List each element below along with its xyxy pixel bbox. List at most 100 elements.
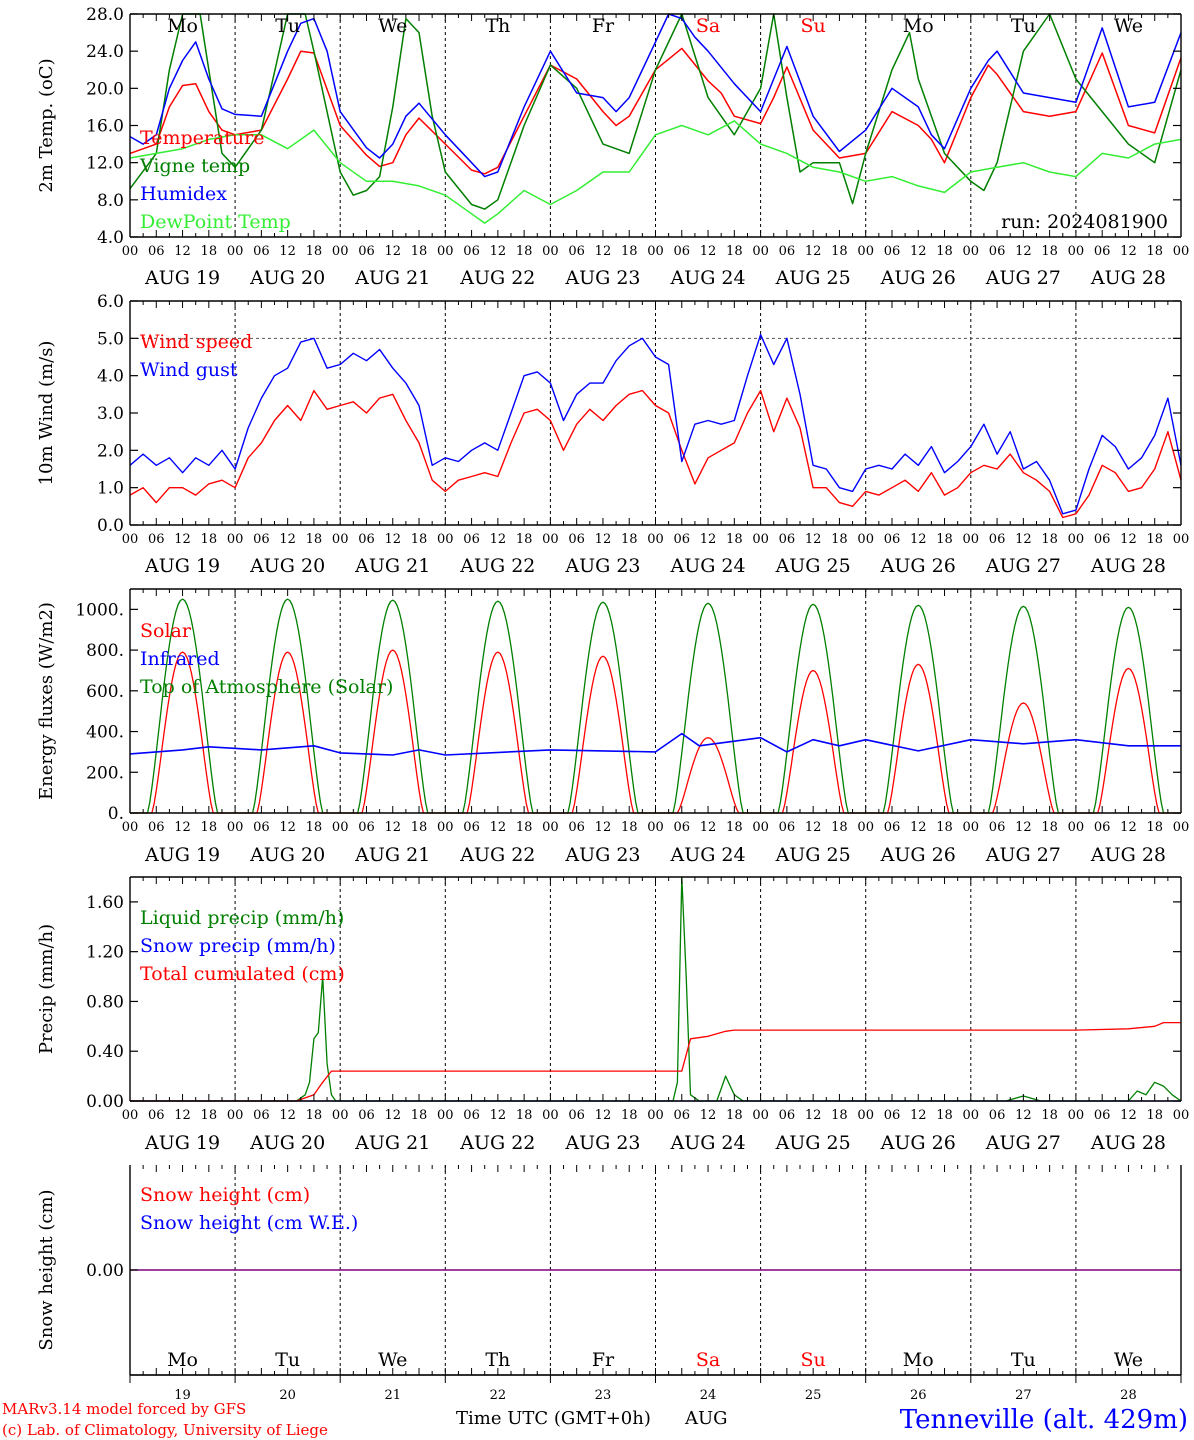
hour-tick-label: 06 bbox=[253, 244, 270, 259]
series-line-wind-speed bbox=[129, 389, 1182, 519]
hour-tick-label: 00 bbox=[227, 1108, 244, 1123]
hour-tick-label: 00 bbox=[542, 1108, 559, 1123]
date-label: AUG 20 bbox=[249, 555, 325, 577]
day-number-label: 26 bbox=[910, 1388, 927, 1403]
hour-tick-label: 06 bbox=[779, 532, 796, 547]
y-tick-label: 4.0 bbox=[97, 367, 124, 387]
date-label: AUG 25 bbox=[775, 844, 851, 866]
hour-tick-label: 06 bbox=[463, 532, 480, 547]
y-tick-label: 1000. bbox=[75, 600, 124, 620]
weekday-label: Su bbox=[801, 15, 826, 37]
legend-wind-speed: Wind speed bbox=[140, 331, 252, 353]
hour-tick-label: 00 bbox=[332, 532, 349, 547]
y-axis-title: Snow height (cm) bbox=[36, 1189, 57, 1350]
hour-tick-label: 00 bbox=[752, 244, 769, 259]
y-tick-label: 0.00 bbox=[86, 1261, 124, 1281]
weekday-label: Sa bbox=[696, 15, 720, 37]
hour-tick-label: 00 bbox=[647, 820, 664, 835]
hour-tick-label: 18 bbox=[831, 1108, 848, 1123]
day-number-label: 27 bbox=[1015, 1388, 1032, 1403]
y-tick-label: 0.0 bbox=[97, 516, 124, 536]
hour-tick-label: 00 bbox=[963, 244, 980, 259]
date-label: AUG 27 bbox=[985, 555, 1061, 577]
hour-tick-label: 12 bbox=[910, 532, 927, 547]
weekday-label: Tu bbox=[1011, 1349, 1036, 1371]
hour-tick-label: 18 bbox=[201, 1108, 218, 1123]
hour-tick-label: 18 bbox=[411, 244, 428, 259]
hour-tick-label: 18 bbox=[936, 244, 953, 259]
hour-tick-label: 06 bbox=[884, 532, 901, 547]
day-number-label: 20 bbox=[279, 1388, 296, 1403]
hour-tick-label: 12 bbox=[1120, 532, 1137, 547]
hour-tick-label: 06 bbox=[568, 1108, 585, 1123]
weekday-label: We bbox=[378, 1349, 407, 1371]
hour-tick-label: 00 bbox=[227, 532, 244, 547]
hour-tick-label: 00 bbox=[332, 820, 349, 835]
hour-tick-label: 00 bbox=[122, 1108, 139, 1123]
date-label: AUG 20 bbox=[249, 844, 325, 866]
weekday-label: Tu bbox=[275, 15, 300, 37]
hour-tick-label: 12 bbox=[174, 820, 191, 835]
month-label: AUG bbox=[684, 1408, 728, 1429]
hour-tick-label: 18 bbox=[201, 532, 218, 547]
hour-tick-label: 12 bbox=[700, 1108, 717, 1123]
day-number-label: 24 bbox=[700, 1388, 717, 1403]
hour-tick-label: 18 bbox=[831, 532, 848, 547]
y-tick-label: 24.0 bbox=[86, 42, 124, 62]
hour-tick-label: 12 bbox=[279, 1108, 296, 1123]
date-label: AUG 19 bbox=[144, 267, 220, 289]
legend-liquid-precip-mm-h: Liquid precip (mm/h) bbox=[140, 907, 344, 929]
hour-tick-label: 18 bbox=[306, 1108, 323, 1123]
hour-tick-label: 06 bbox=[1094, 244, 1111, 259]
y-tick-label: 5.0 bbox=[97, 329, 124, 349]
date-label: AUG 27 bbox=[985, 267, 1061, 289]
hour-tick-label: 00 bbox=[647, 244, 664, 259]
hour-tick-label: 06 bbox=[674, 820, 691, 835]
hour-tick-label: 12 bbox=[1120, 1108, 1137, 1123]
hour-tick-label: 06 bbox=[568, 244, 585, 259]
day-number-label: 21 bbox=[384, 1388, 401, 1403]
hour-tick-label: 00 bbox=[542, 820, 559, 835]
hour-tick-label: 12 bbox=[1015, 1108, 1032, 1123]
y-tick-label: 0.80 bbox=[86, 992, 124, 1012]
day-number-label: 22 bbox=[490, 1388, 507, 1403]
hour-tick-label: 00 bbox=[1173, 244, 1190, 259]
y-axis-title: 2m Temp. (oC) bbox=[36, 58, 57, 192]
hour-tick-label: 00 bbox=[647, 1108, 664, 1123]
date-label: AUG 23 bbox=[564, 555, 640, 577]
hour-tick-label: 00 bbox=[752, 820, 769, 835]
hour-tick-label: 06 bbox=[989, 244, 1006, 259]
date-label: AUG 22 bbox=[459, 555, 535, 577]
hour-tick-label: 00 bbox=[332, 244, 349, 259]
date-label: AUG 26 bbox=[880, 844, 956, 866]
hour-tick-label: 00 bbox=[857, 532, 874, 547]
weekday-label: Mo bbox=[903, 1349, 934, 1371]
series-line-humidex bbox=[129, 13, 1182, 178]
weekday-label: Sa bbox=[696, 1349, 720, 1371]
hour-tick-label: 06 bbox=[358, 244, 375, 259]
hour-tick-label: 18 bbox=[1041, 1108, 1058, 1123]
y-tick-label: 20.0 bbox=[86, 79, 124, 99]
hour-tick-label: 18 bbox=[306, 532, 323, 547]
legend-vigne-temp: Vigne temp bbox=[139, 155, 250, 177]
hour-tick-label: 00 bbox=[647, 532, 664, 547]
y-tick-label: 6.0 bbox=[97, 292, 124, 312]
hour-tick-label: 00 bbox=[963, 1108, 980, 1123]
hour-tick-label: 06 bbox=[884, 1108, 901, 1123]
date-label: AUG 23 bbox=[564, 844, 640, 866]
hour-tick-label: 00 bbox=[1068, 1108, 1085, 1123]
hour-tick-label: 00 bbox=[437, 1108, 454, 1123]
hour-tick-label: 00 bbox=[857, 1108, 874, 1123]
hour-tick-label: 00 bbox=[122, 244, 139, 259]
weekday-label: We bbox=[1114, 1349, 1143, 1371]
hour-tick-label: 18 bbox=[516, 244, 533, 259]
date-label: AUG 28 bbox=[1090, 267, 1166, 289]
hour-tick-label: 18 bbox=[1146, 1108, 1163, 1123]
hour-tick-label: 18 bbox=[1146, 244, 1163, 259]
legend-dewpoint-temp: DewPoint Temp bbox=[140, 211, 291, 233]
series-line-total-cumulated-cm bbox=[130, 1021, 1181, 1102]
y-tick-label: 16.0 bbox=[86, 117, 124, 137]
weekday-label: Mo bbox=[167, 15, 198, 37]
date-label: AUG 19 bbox=[144, 1132, 220, 1154]
